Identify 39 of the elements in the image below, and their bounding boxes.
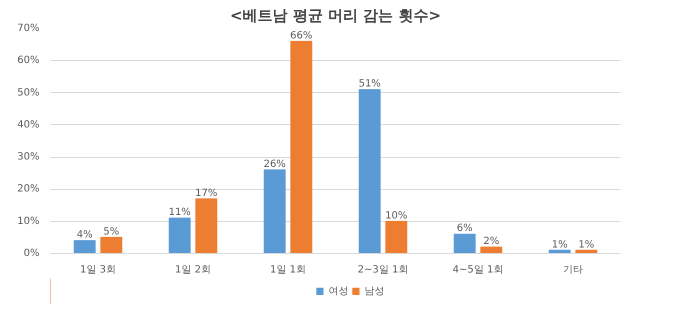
data-label: 2%: [483, 236, 500, 248]
y-tick-label: 60%: [17, 55, 40, 66]
bar: [100, 236, 122, 254]
data-label: 66%: [290, 30, 312, 42]
bar: [290, 40, 312, 254]
y-tick-label: 30%: [17, 152, 40, 163]
y-tick-label: 10%: [17, 216, 40, 227]
bar: [358, 89, 381, 254]
x-tick-label: 기타: [563, 264, 583, 276]
bar: [74, 240, 96, 254]
data-label: 10%: [385, 210, 408, 222]
bar: [454, 234, 476, 254]
x-tick-label: 2~3일 1회: [358, 264, 408, 276]
data-label: 51%: [358, 78, 381, 90]
data-label: 1%: [578, 239, 594, 250]
legend-label: 여성: [328, 285, 348, 298]
y-tick-label: 20%: [17, 184, 40, 195]
bar: [385, 220, 408, 254]
legend-label: 남성: [364, 285, 384, 298]
y-tick-label: 40%: [17, 119, 40, 130]
data-label: 5%: [103, 226, 120, 238]
x-tick-label: 1일 2회: [175, 264, 211, 276]
x-tick-label: 1일 1회: [270, 264, 306, 276]
chart-title: <베트남 평균 머리 감는 횟수>: [230, 6, 442, 24]
y-tick-label: 0%: [24, 248, 40, 259]
x-tick-label: 4~5일 1회: [452, 264, 504, 276]
y-tick-label: 50%: [17, 87, 40, 98]
bar: [195, 198, 218, 254]
data-label: 11%: [168, 207, 191, 218]
x-tick-label: 1일 3회: [80, 264, 116, 276]
bar: [480, 246, 502, 254]
y-tick-label: 70%: [17, 23, 40, 34]
data-label: 26%: [264, 158, 286, 170]
data-label: 1%: [552, 239, 568, 250]
data-label: 6%: [456, 223, 473, 234]
data-label: 4%: [76, 230, 93, 241]
bar: [168, 218, 191, 254]
bar: [264, 169, 286, 254]
data-label: 17%: [195, 188, 218, 199]
